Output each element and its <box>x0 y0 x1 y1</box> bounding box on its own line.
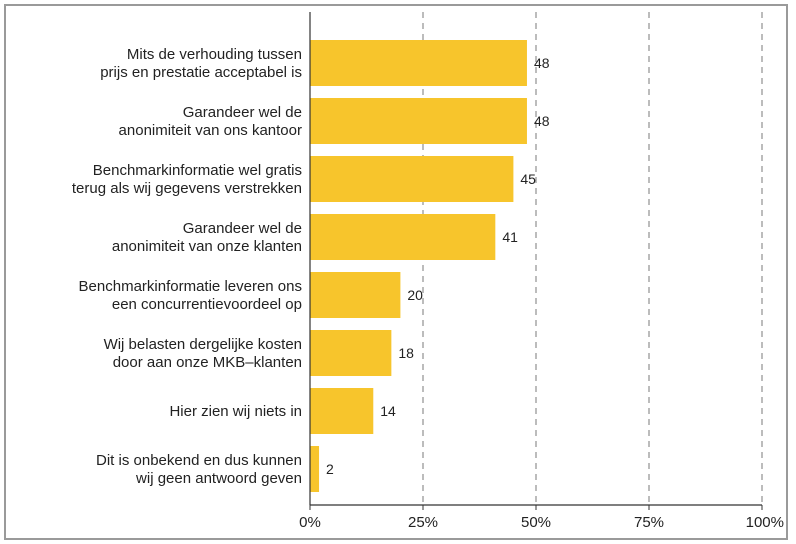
bar <box>310 98 527 144</box>
category-label: prijs en prestatie acceptabel is <box>100 64 302 81</box>
x-tick-label: 0% <box>299 514 321 531</box>
category-label: Garandeer wel de <box>183 104 302 121</box>
bar-value-label: 48 <box>534 55 550 71</box>
category-label: wij geen antwoord geven <box>135 470 302 487</box>
category-label: Dit is onbekend en dus kunnen <box>96 452 302 469</box>
x-tick-label: 75% <box>634 514 664 531</box>
x-tick-label: 100% <box>746 514 784 531</box>
category-label: anonimiteit van ons kantoor <box>119 122 302 139</box>
category-label: Hier zien wij niets in <box>169 403 302 420</box>
category-label: Garandeer wel de <box>183 220 302 237</box>
category-label: een concurrentievoordeel op <box>112 296 302 313</box>
category-label: Wij belasten dergelijke kosten <box>104 336 302 353</box>
bar-value-label: 45 <box>520 171 536 187</box>
bar <box>310 330 392 376</box>
bar-value-label: 41 <box>502 229 518 245</box>
bar-value-label: 18 <box>398 345 414 361</box>
bar <box>310 40 527 86</box>
x-tick-label: 50% <box>521 514 551 531</box>
x-tick-label: 25% <box>408 514 438 531</box>
bar-value-label: 14 <box>380 403 396 419</box>
bar <box>310 156 514 202</box>
bar <box>310 446 320 492</box>
bar <box>310 214 496 260</box>
category-label: anonimiteit van onze klanten <box>112 238 302 255</box>
bar-value-label: 48 <box>534 113 550 129</box>
bar-value-label: 20 <box>407 287 423 303</box>
bar <box>310 388 374 434</box>
category-label: door aan onze MKB–klanten <box>113 354 302 371</box>
category-label: Benchmarkinformatie leveren ons <box>79 278 302 295</box>
category-label: Mits de verhouding tussen <box>127 46 302 63</box>
bar <box>310 272 401 318</box>
category-label: Benchmarkinformatie wel gratis <box>93 162 302 179</box>
bar-value-label: 2 <box>326 461 334 477</box>
category-label: terug als wij gegevens verstrekken <box>72 180 302 197</box>
